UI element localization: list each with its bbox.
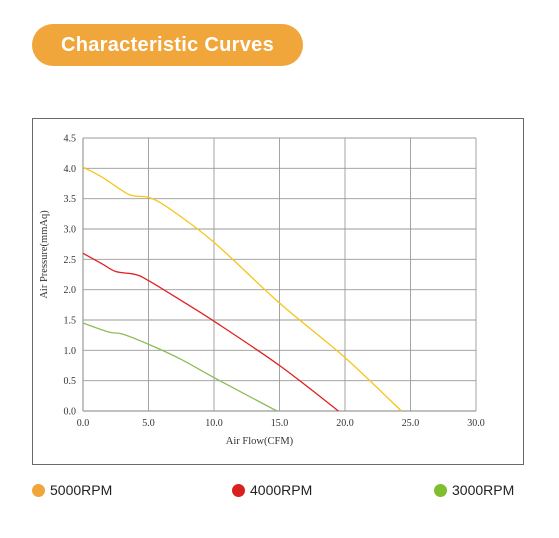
legend-label: 3000RPM: [452, 482, 515, 498]
x-tick-label: 25.0: [402, 418, 420, 429]
legend-item-3000rpm: 3000RPM: [434, 480, 514, 500]
series-line-3000rpm: [82, 322, 278, 412]
x-tick-label: 0.0: [77, 418, 90, 429]
y-tick-label: 0.5: [64, 376, 77, 387]
x-tick-label: 5.0: [142, 418, 155, 429]
y-tick-label: 1.5: [64, 316, 77, 327]
y-tick-label: 1.0: [64, 346, 77, 357]
legend-label: 4000RPM: [250, 482, 313, 498]
section-title: Characteristic Curves: [32, 24, 303, 66]
section-title-text: Characteristic Curves: [60, 33, 275, 56]
chart-frame: 0.0 0.5 1.0 1.5 2.0 2.5 3.0 3.5 4.0 4.5 0.0 5.0 10.0…: [32, 118, 524, 465]
y-tick-label: 4.5: [64, 134, 77, 145]
x-tick-label: 15.0: [271, 418, 289, 429]
legend-dot-5000rpm-icon: [32, 483, 45, 497]
x-axis-label: Air Flow(CFM): [226, 436, 294, 447]
performance-chart: 0.0 0.5 1.0 1.5 2.0 2.5 3.0 3.5 4.0 4.5 0.0 5.0 10.0…: [39, 134, 485, 448]
legend-label: 5000RPM: [50, 482, 113, 498]
y-tick-label: 0.0: [64, 407, 77, 418]
y-tick-label: 2.5: [64, 255, 77, 266]
y-axis-label: Air Pressure(mmAq): [39, 210, 50, 299]
legend-item-5000rpm: 5000RPM: [32, 480, 112, 500]
series-line-4000rpm: [82, 252, 339, 412]
y-tick-label: 4.0: [64, 164, 77, 175]
y-tick-label: 3.5: [64, 194, 77, 205]
chart-grid: [82, 137, 477, 412]
x-tick-label: 10.0: [205, 418, 223, 429]
chart-ticks: 0.0 0.5 1.0 1.5 2.0 2.5 3.0 3.5 4.0 4.5 0.0 5.0 10.0…: [64, 134, 485, 430]
y-tick-label: 2.0: [64, 285, 77, 296]
series-line-5000rpm: [82, 166, 402, 412]
legend-item-4000rpm: 4000RPM: [232, 480, 312, 500]
x-tick-label: 20.0: [336, 418, 354, 429]
y-tick-label: 3.0: [64, 225, 77, 236]
x-tick-label: 30.0: [467, 418, 485, 429]
chart-series: [82, 166, 402, 412]
legend-dot-4000rpm-icon: [232, 483, 245, 497]
legend-dot-3000rpm-icon: [434, 483, 447, 497]
